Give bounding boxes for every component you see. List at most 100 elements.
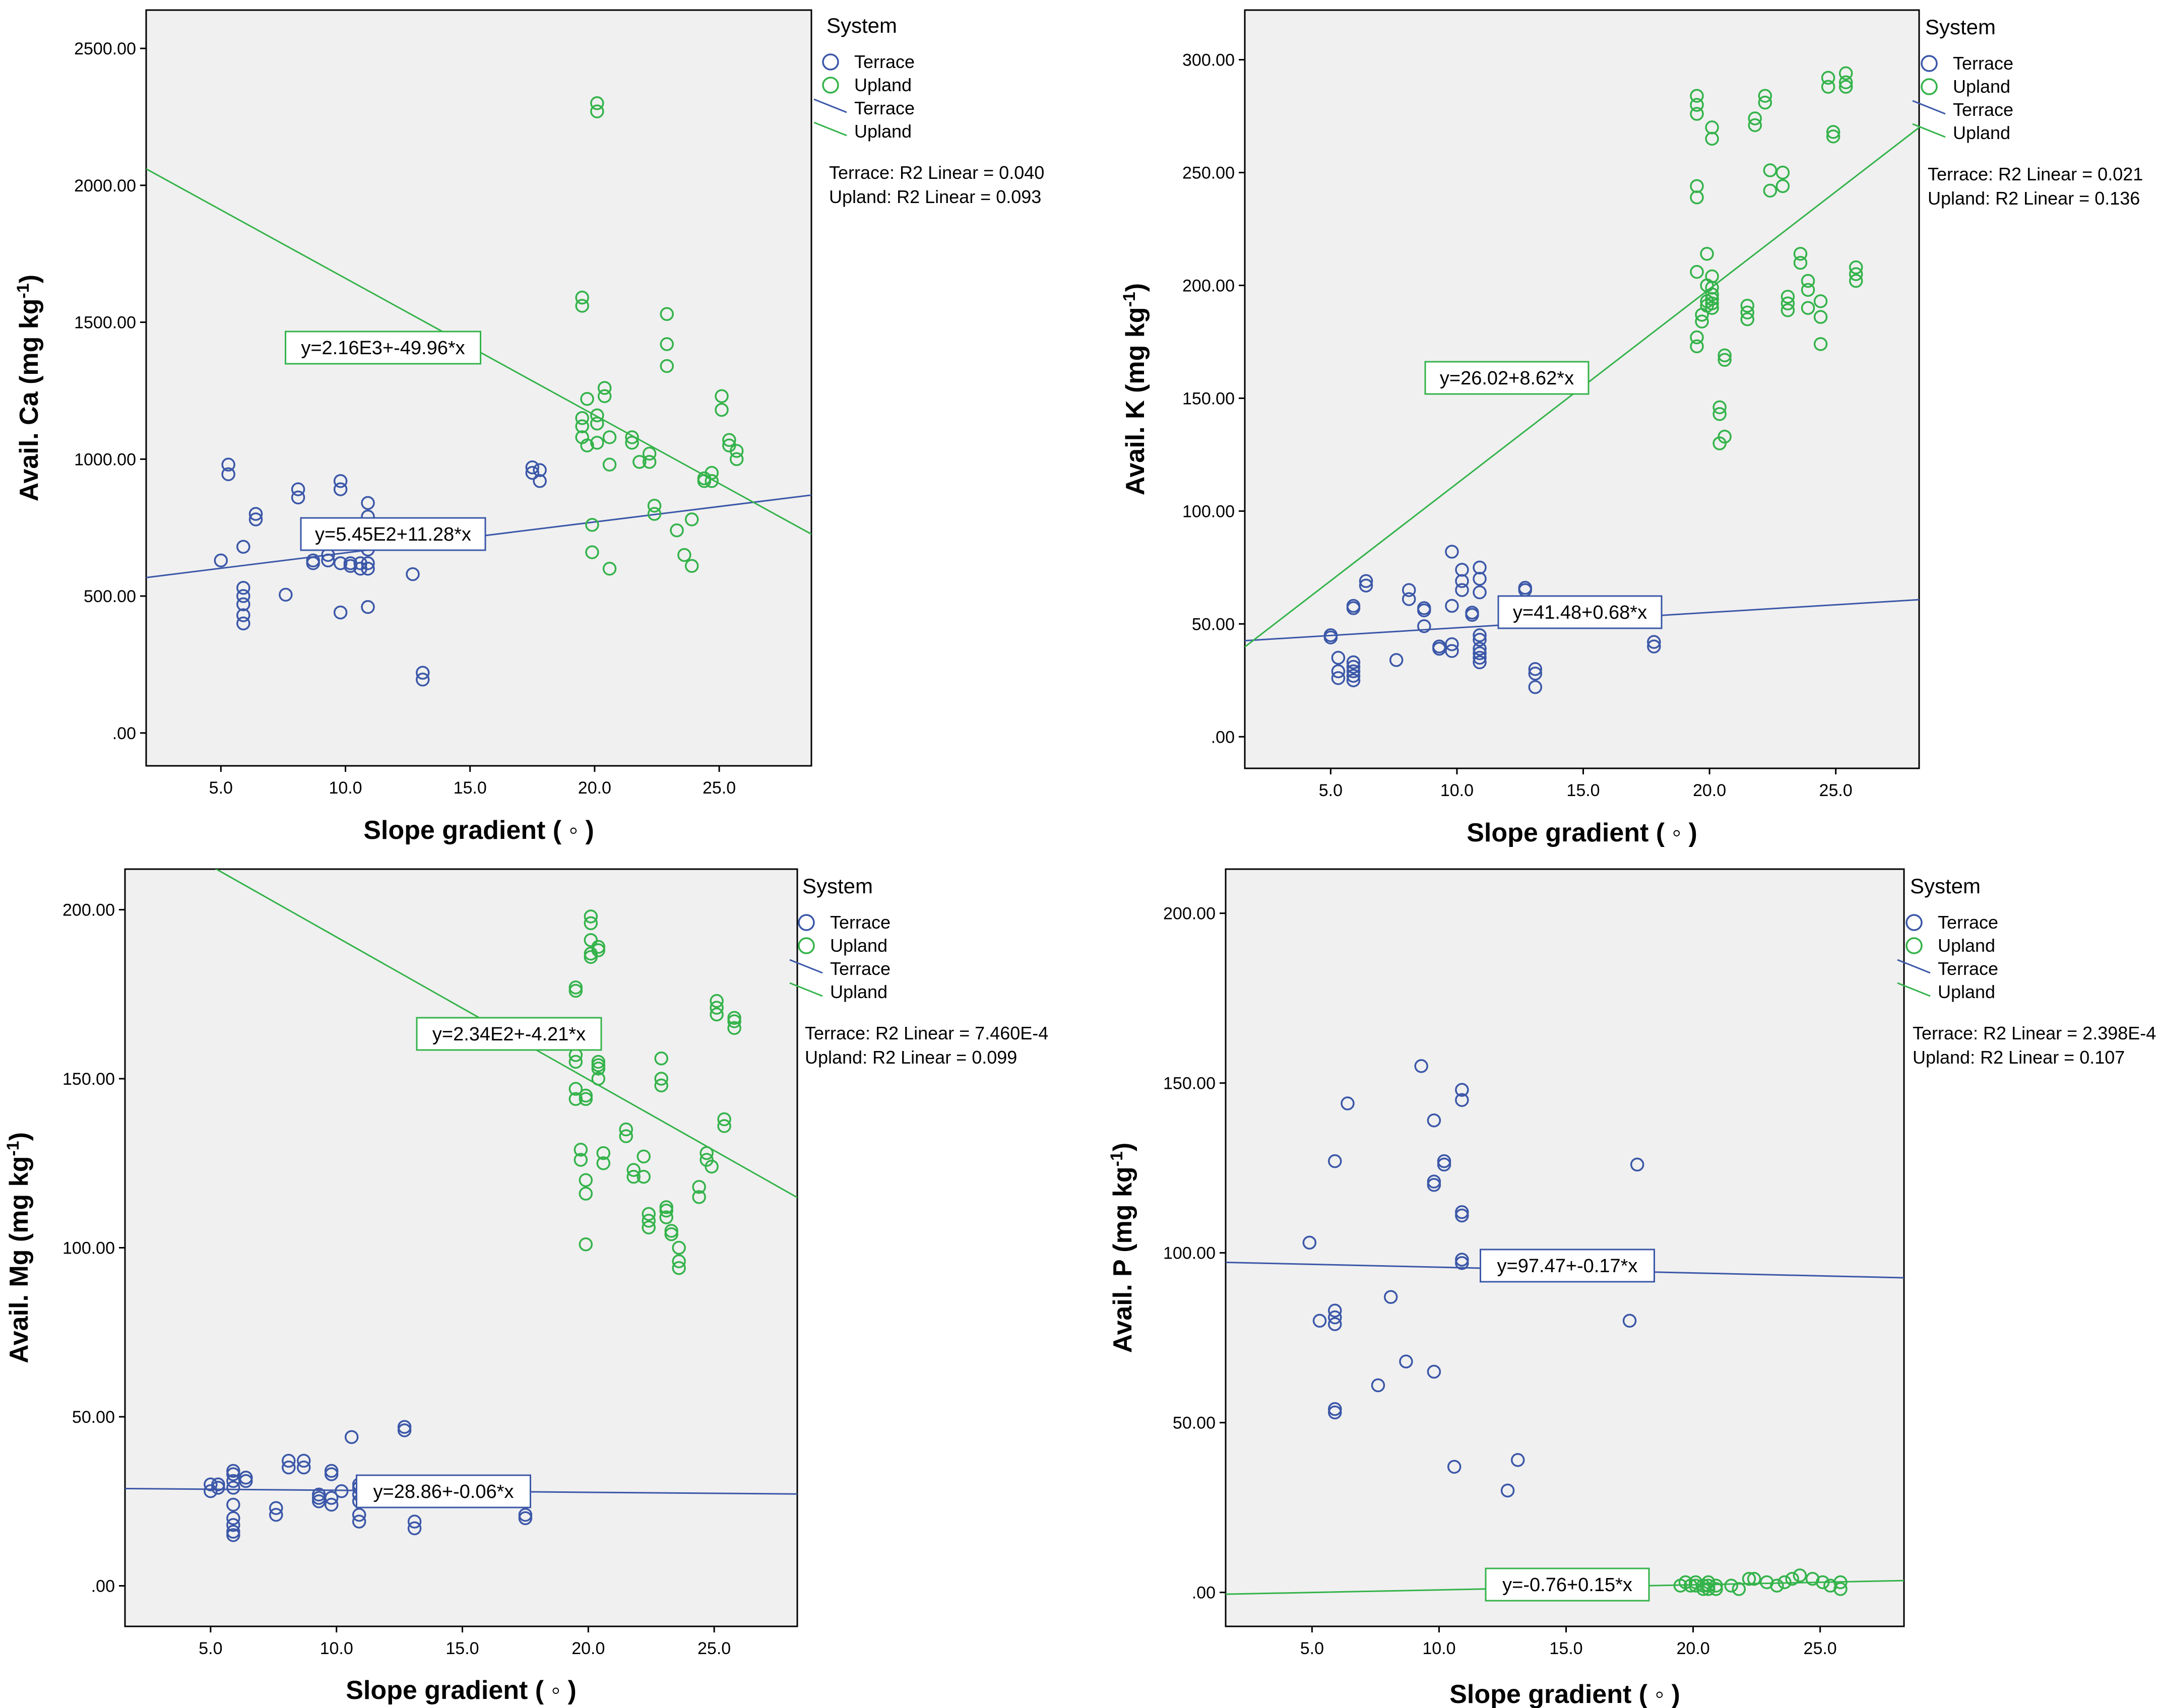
point-terrace [1473,650,1487,665]
point-upland [1705,287,1719,302]
point-terrace [226,1481,240,1495]
y-tick-label: 100.00 [1182,502,1235,521]
equation-text-upland: y=26.02+8.62*x [1440,368,1574,389]
y-tick-label: .00 [1211,728,1235,747]
legend-title: System [1910,874,1981,898]
point-upland [642,1214,656,1228]
x-tick-label: 20.0 [578,778,611,798]
point-terrace [324,1467,339,1481]
point-upland [1815,1575,1830,1590]
legend-label: Upland [1953,122,2010,143]
plot-area [145,9,812,767]
point-terrace [1473,641,1487,656]
point-upland [1690,89,1704,103]
point-terrace [1437,1154,1451,1168]
x-axis-label: Slope gradient ( ◦ ) [363,816,594,845]
point-terrace [269,1501,283,1515]
legend-r2-terrace: Terrace: R2 Linear = 0.040 [829,162,1044,183]
point-upland [672,1240,686,1255]
point-upland [672,1254,686,1269]
equation-text-upland: y=2.34E2+-4.21*x [432,1024,586,1045]
point-upland [705,1159,719,1174]
point-terrace [1359,578,1373,593]
point-upland [1781,290,1795,304]
point-terrace [344,1430,359,1444]
equation-text-upland: y=2.16E3+-49.96*x [301,338,465,359]
point-upland [1833,1575,1848,1590]
point-upland [619,1129,633,1143]
legend-line-terrace [813,98,847,113]
legend-label: Upland [1953,76,2010,97]
point-terrace [334,1484,349,1498]
point-upland [660,307,674,321]
y-axis-label: Avail. Ca (mg kg-1) [14,275,44,501]
point-terrace [1455,574,1469,588]
point-terrace [226,1528,240,1542]
point-upland [1781,303,1795,317]
point-upland [1732,1582,1746,1596]
point-upland [568,1055,583,1069]
y-tick-label: .00 [112,724,136,743]
point-terrace [1346,660,1361,674]
point-upland [579,1092,593,1106]
legend-marker-terrace [1921,55,1938,72]
equation-box-upland [416,1017,602,1051]
point-upland [1775,165,1790,180]
y-tick-label: 50.00 [1192,615,1235,634]
point-upland [1801,274,1815,288]
point-terrace [1346,655,1361,670]
point-terrace [1328,1154,1342,1168]
y-tick-label: 2000.00 [74,176,136,195]
point-terrace [1402,592,1416,606]
x-tick-label: 5.0 [209,778,233,798]
legend-marker-terrace [1906,914,1923,931]
point-terrace [533,463,547,477]
point-upland [585,545,599,559]
point-upland [659,1210,673,1224]
point-upland [1712,400,1727,415]
point-upland [642,454,657,469]
point-terrace [1528,667,1543,681]
point-terrace [397,1423,412,1437]
point-terrace [221,467,235,481]
point-terrace [352,1515,366,1529]
point-upland [710,1001,724,1015]
point-terrace [221,457,235,472]
point-upland [1849,267,1863,281]
point-terrace [296,1454,311,1468]
legend-label: Upland [854,75,912,95]
point-terrace [1473,628,1487,642]
point-upland [574,1153,588,1167]
equation-box-upland [1424,361,1590,395]
point-upland [664,1227,678,1241]
x-tick-label: 20.0 [572,1639,605,1658]
legend-r2-upland: Upland: R2 Linear = 0.099 [805,1047,1017,1068]
point-upland [1833,1582,1848,1596]
point-upland [700,1146,714,1160]
equation-box-terrace [356,1474,531,1508]
point-terrace [1312,1313,1327,1328]
legend-line-terrace [1912,100,1946,115]
point-upland [1740,312,1754,326]
point-upland [1712,407,1727,421]
chart-p: .00 50.00 100.00 150.00 200.00 5.0 10.0 15.0 20.… [1107,868,2156,1708]
point-terrace [1346,601,1361,615]
point-terrace [1455,1208,1469,1223]
legend-label: Terrace [830,958,891,979]
point-terrace [282,1460,296,1475]
point-upland [1705,132,1719,146]
point-terrace [1528,662,1543,676]
point-terrace [1510,1453,1525,1467]
point-terrace [236,580,250,595]
legend-r2-upland: Upland: R2 Linear = 0.107 [1913,1047,2125,1068]
point-upland [717,1119,731,1133]
legend-title: System [827,14,897,37]
point-terrace [1455,1093,1469,1107]
y-tick-label: 1500.00 [74,313,136,333]
point-upland [1813,310,1828,324]
point-terrace [1302,1235,1317,1250]
x-tick-label: 15.0 [446,1639,479,1658]
point-upland [1705,301,1719,315]
point-terrace [352,1507,366,1522]
